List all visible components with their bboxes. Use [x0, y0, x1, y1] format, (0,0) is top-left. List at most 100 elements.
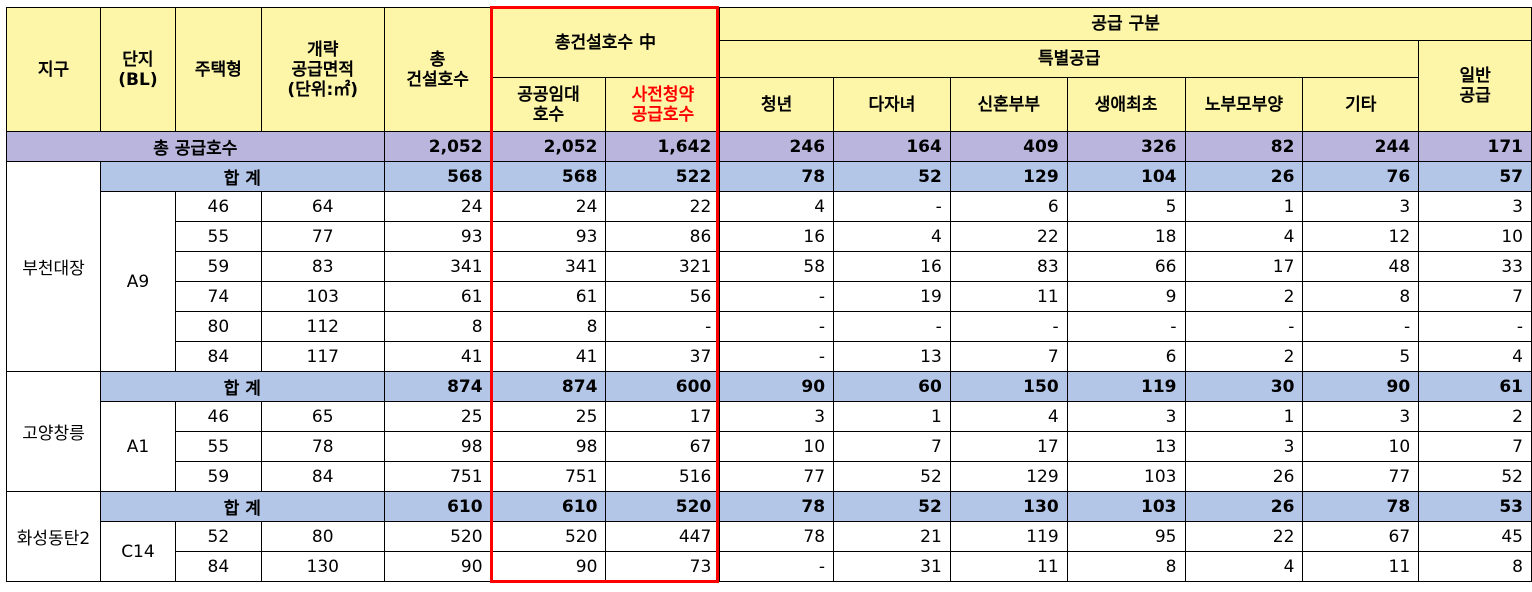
value-cell: 7	[833, 431, 951, 462]
value-cell: 2	[1184, 281, 1304, 312]
value-cell: 67	[605, 431, 721, 462]
header-general-line2: 공급	[1459, 86, 1491, 106]
subtotal-row: 부천대장 합 계 568 568 522 78 52 129 104 26 76 57	[6, 161, 1532, 372]
value-cell: -	[719, 341, 835, 372]
value-cell: 2	[1184, 341, 1304, 372]
header-multichild: 다자녀	[833, 77, 951, 132]
subtotal-cell: 60	[833, 371, 951, 402]
value-cell: 447	[605, 521, 721, 552]
header-block: 단지 (BL)	[99, 7, 176, 132]
block-name: A9	[99, 191, 176, 372]
grand-total-cell: 171	[1418, 131, 1532, 162]
value-cell: 86	[605, 221, 721, 252]
housing-type-cell: 46	[174, 401, 262, 432]
subtotal-cell: 26	[1184, 161, 1304, 192]
subtotal-cell: 103	[1066, 491, 1186, 522]
header-public-line1: 공공임대	[517, 84, 580, 105]
supply-area-cell: 112	[260, 311, 385, 342]
value-cell: 98	[383, 431, 492, 462]
value-cell: 66	[1066, 251, 1186, 282]
table-row: 84 117 41 41 37-13 7 6 2 5 4	[7, 341, 1532, 372]
housing-type-cell: 52	[174, 521, 262, 552]
value-cell: 3	[1302, 191, 1420, 222]
header-housing-type: 주택형	[174, 7, 262, 132]
supply-area-cell: 117	[260, 341, 385, 372]
value-cell: 25	[490, 401, 607, 432]
value-cell: 12	[1302, 221, 1420, 252]
value-cell: 129	[949, 461, 1068, 492]
value-cell: 8	[383, 311, 492, 342]
supply-area-cell: 80	[260, 521, 385, 552]
supply-area-cell: 65	[260, 401, 385, 432]
value-cell: 58	[719, 251, 835, 282]
grand-total-cell: 244	[1302, 131, 1420, 162]
value-cell: 77	[1302, 461, 1420, 492]
header-area-line3: (단위:㎡)	[287, 79, 359, 100]
grand-total-cell: 246	[719, 131, 835, 162]
value-cell: 25	[383, 401, 492, 432]
supply-table: 지구 단지 (BL) 주택형 개략 공급면적 (단위:㎡) 총 건설호수 총건설…	[6, 7, 1532, 582]
table-row: 55 78 98 98 67 10 7 17 13 3 10 7	[7, 431, 1532, 462]
header-other: 기타	[1302, 77, 1420, 132]
housing-type-cell: 74	[174, 281, 262, 312]
housing-type-cell: 55	[174, 221, 262, 252]
subtotal-cell: 130	[949, 491, 1068, 522]
header-total-construction: 총 건설호수	[383, 7, 492, 132]
header-firsttime: 생애최초	[1066, 77, 1186, 132]
table-row: 80 112 8 8- - - - - - - -	[7, 311, 1532, 342]
subtotal-cell: 104	[1066, 161, 1186, 192]
subtotal-row: 화성동탄2 합 계 610 610 520 78 52 130 103 26 78 53	[6, 491, 1532, 582]
value-cell: 24	[383, 191, 492, 222]
value-cell: -	[1066, 311, 1186, 342]
table-row: A1 46 65 25 25 17 3 1 4 3 1 3 2	[7, 401, 1532, 492]
value-cell: 22	[949, 221, 1068, 252]
value-cell: -	[949, 311, 1068, 342]
subtotal-label: 합 계	[99, 491, 385, 522]
header-public-line2: 호수	[532, 104, 565, 125]
block-name: C14	[99, 521, 176, 582]
subtotal-cell: 874	[490, 371, 607, 402]
header-special-supply: 특별공급	[719, 40, 1420, 78]
value-cell: -	[833, 311, 951, 342]
supply-area-cell: 84	[260, 461, 385, 492]
subtotal-cell: 52	[833, 491, 951, 522]
value-cell: 3	[1066, 401, 1186, 432]
supply-area-cell: 83	[260, 251, 385, 282]
value-cell: -	[1418, 311, 1532, 342]
grand-total-cell: 409	[949, 131, 1068, 162]
value-cell: 13	[1066, 431, 1186, 462]
supply-area-cell: 77	[260, 221, 385, 252]
value-cell: 7	[1418, 281, 1532, 312]
value-cell: 751	[383, 461, 492, 492]
subtotal-cell: 119	[1066, 371, 1186, 402]
header-presale-line1: 사전청약	[631, 84, 695, 105]
value-cell: -	[1302, 311, 1420, 342]
header-general-supply: 일반 공급	[1418, 40, 1532, 132]
value-cell: 341	[383, 251, 492, 282]
value-cell: 7	[949, 341, 1068, 372]
subtotal-cell: 26	[1184, 491, 1304, 522]
value-cell: 78	[719, 521, 835, 552]
value-cell: 1	[833, 401, 951, 432]
header-general-line1: 일반	[1459, 66, 1491, 86]
grand-total-cell: 1,642	[605, 131, 721, 162]
value-cell: 11	[1302, 551, 1420, 582]
value-cell: 17	[949, 431, 1068, 462]
value-cell: 73	[605, 551, 721, 582]
value-cell: 520	[490, 521, 607, 552]
subtotal-cell: 150	[949, 371, 1068, 402]
value-cell: -	[605, 311, 721, 342]
value-cell: 5	[1302, 341, 1420, 372]
subtotal-cell: 90	[1302, 371, 1420, 402]
housing-type-cell: 46	[174, 191, 262, 222]
subtotal-cell: 76	[1302, 161, 1420, 192]
table-row: C14 52 80 520 520 447 78 21 119 95 22 67 45	[7, 521, 1532, 582]
table-row: 74 103 61 61 56-19 11 9 2 8 7	[7, 281, 1532, 312]
subtotal-label: 합 계	[99, 161, 385, 192]
value-cell: 52	[833, 461, 951, 492]
header-elderly-parents: 노부모부양	[1184, 77, 1304, 132]
value-cell: 90	[383, 551, 492, 582]
subtotal-cell: 610	[490, 491, 607, 522]
value-cell: 19	[833, 281, 951, 312]
header-youth: 청년	[719, 77, 835, 132]
